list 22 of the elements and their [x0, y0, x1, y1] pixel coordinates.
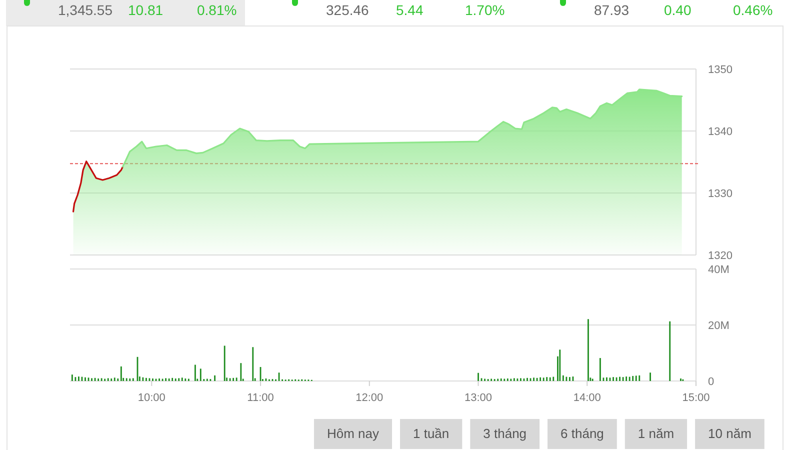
x-tick-label: 14:00: [573, 392, 601, 404]
x-tick-label: 10:00: [138, 392, 166, 404]
text: 325.46: [326, 2, 370, 18]
x-tick-label: 13:00: [464, 392, 492, 404]
y-tick-label: 1340: [708, 126, 732, 138]
text: 1.70%: [465, 2, 505, 18]
x-tick-label: 12:00: [356, 392, 384, 404]
y-tick-label: 1350: [708, 64, 732, 76]
y-tick-label: 0: [708, 376, 714, 388]
text: 5.44: [396, 2, 424, 18]
x-tick-label: 15:00: [682, 392, 710, 404]
text: 0.46%: [733, 2, 773, 18]
y-tick-label: 1330: [708, 188, 732, 200]
text: 1,345.55: [58, 2, 113, 18]
text: 87.93: [594, 2, 630, 18]
y-tick-label: 20M: [708, 320, 730, 332]
text: 0.40: [664, 2, 692, 18]
text: 0.81%: [197, 2, 237, 18]
y-tick-label: 1320: [708, 250, 732, 262]
text: 10.81: [128, 2, 164, 18]
y-tick-label: 40M: [708, 264, 730, 276]
x-tick-label: 11:00: [247, 392, 274, 404]
